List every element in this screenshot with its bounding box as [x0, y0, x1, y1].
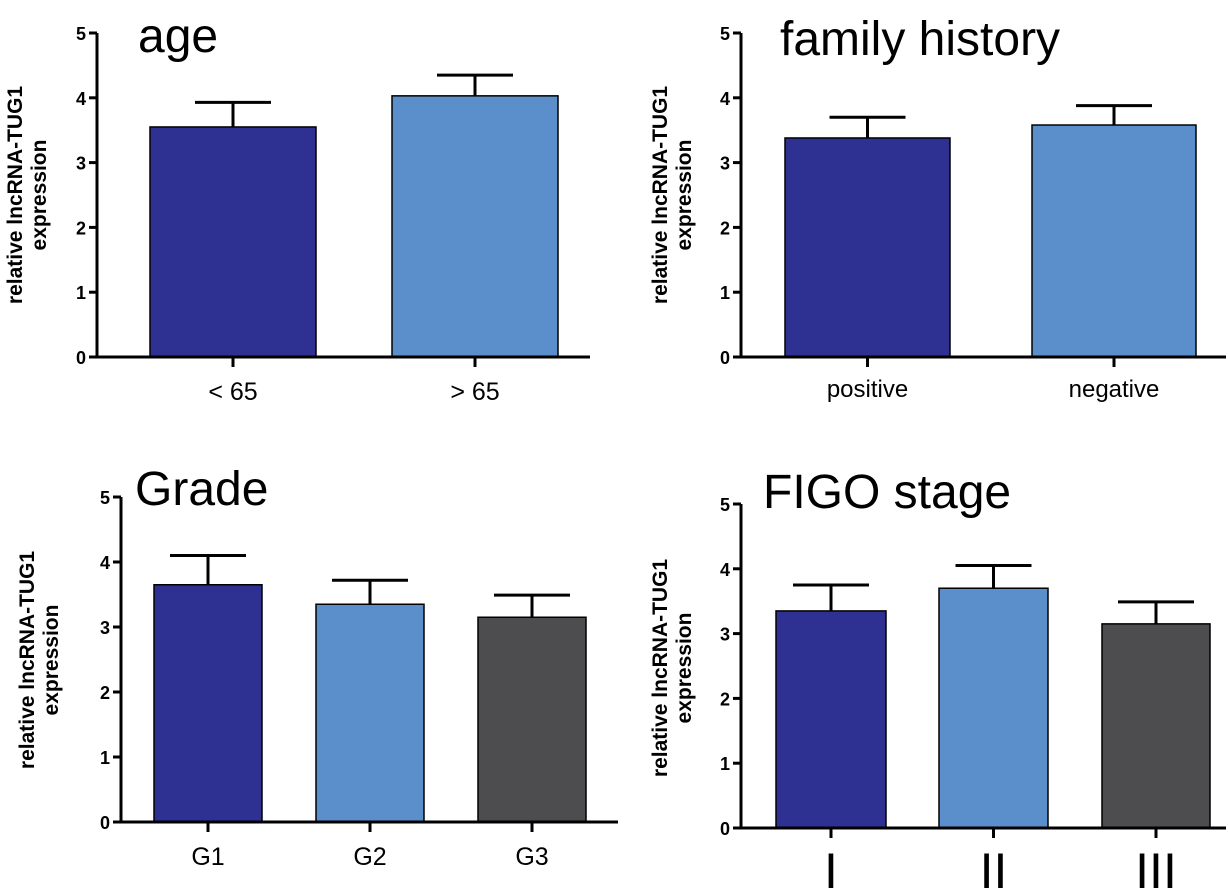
bar-2 [391, 95, 559, 358]
y-tick-label: 5 [100, 488, 110, 508]
chart-title: Grade [135, 463, 268, 516]
chart-title: family history [780, 13, 1060, 66]
y-tick-label: 2 [720, 689, 730, 709]
bar-3 [477, 616, 587, 823]
chart-title: age [138, 10, 218, 63]
chart-panel-3: Grade relative lncRNA-TUG1expression 0 1 2 3 4… [16, 463, 618, 871]
x-category-label: < 65 [208, 378, 257, 406]
y-tick-label: 5 [720, 495, 730, 515]
y-tick-label: 0 [76, 348, 86, 368]
y-axis-label-line: relative lncRNA-TUG1 [16, 551, 39, 770]
y-axis-label-line: relative lncRNA-TUG1 [649, 86, 672, 305]
y-tick-label: 2 [100, 683, 110, 703]
x-category-label: positive [827, 376, 908, 403]
y-tick-label: 1 [76, 283, 86, 303]
y-axis-label: relative lncRNA-TUG1expression [4, 86, 51, 305]
y-tick-label: 1 [720, 754, 730, 774]
bar-1 [153, 584, 263, 823]
y-tick-label: 0 [720, 819, 730, 839]
y-tick-label: 4 [720, 560, 730, 580]
y-tick-label: 2 [76, 218, 86, 238]
y-tick-label: 4 [100, 553, 110, 573]
y-tick-label: 4 [720, 89, 730, 109]
y-tick-label: 4 [76, 89, 86, 109]
bar-2 [938, 587, 1049, 829]
x-category-label: G2 [353, 843, 386, 871]
y-axis-label-line: expression [673, 613, 696, 724]
y-axis-label-line: relative lncRNA-TUG1 [649, 559, 672, 778]
chart-panel-2: family history relative lncRNA-TUG1expres… [649, 13, 1226, 403]
x-category-label: I [824, 843, 838, 890]
x-category-label: G1 [191, 843, 224, 871]
y-axis-label-line: expression [673, 140, 696, 251]
bar-1 [775, 610, 887, 829]
x-category-label: II [980, 843, 1008, 890]
y-tick-label: 5 [76, 24, 86, 44]
y-tick-label: 3 [100, 618, 110, 638]
y-axis-label-line: relative lncRNA-TUG1 [4, 86, 27, 305]
x-category-label: > 65 [450, 378, 499, 406]
chart-panel-1: age relative lncRNA-TUG1expression 0 1 2 3 4 5 <… [4, 10, 590, 406]
bar-1 [149, 126, 317, 358]
x-category-label: III [1135, 843, 1177, 890]
x-category-label: G3 [515, 843, 548, 871]
chart-title: FIGO stage [763, 466, 1011, 519]
y-axis-label: relative lncRNA-TUG1expression [649, 86, 696, 305]
y-tick-label: 3 [720, 625, 730, 645]
y-axis-label-line: expression [28, 140, 51, 251]
y-tick-label: 0 [100, 813, 110, 833]
y-axis-label-line: expression [40, 605, 63, 716]
y-tick-label: 1 [100, 748, 110, 768]
x-category-label: negative [1069, 376, 1160, 403]
y-tick-label: 2 [720, 218, 730, 238]
y-tick-label: 1 [720, 283, 730, 303]
y-tick-label: 3 [720, 154, 730, 174]
bar-2 [1031, 124, 1197, 358]
bar-2 [315, 603, 425, 823]
y-tick-label: 3 [76, 154, 86, 174]
y-axis-label: relative lncRNA-TUG1expression [16, 551, 63, 770]
bar-3 [1101, 623, 1211, 829]
chart-panel-4: FIGO stage relative lncRNA-TUG1expression… [649, 466, 1226, 890]
y-axis-label: relative lncRNA-TUG1expression [649, 559, 696, 778]
y-tick-label: 5 [720, 24, 730, 44]
bar-1 [784, 137, 951, 358]
y-tick-label: 0 [720, 348, 730, 368]
